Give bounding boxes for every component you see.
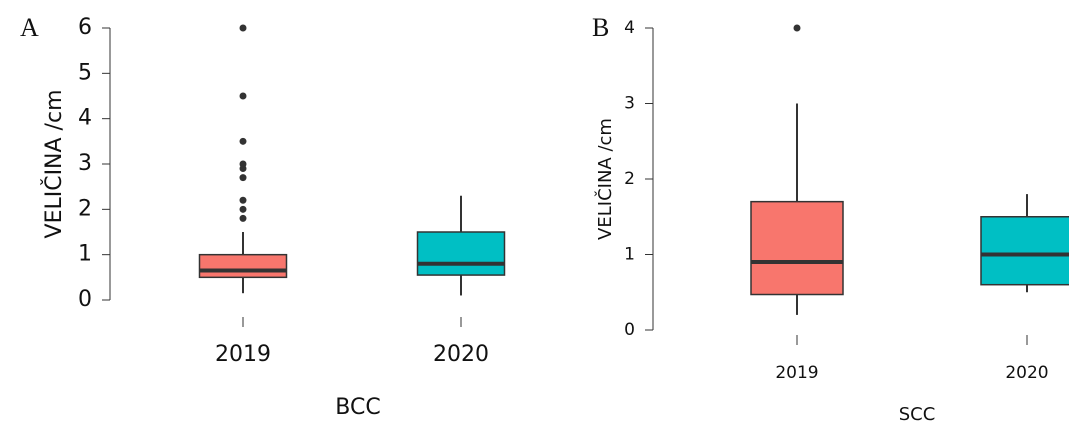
outlier (793, 24, 801, 32)
y-tick-label: 3 (624, 94, 635, 114)
x-tick-label: 2020 (1005, 363, 1048, 383)
y-tick-label: 6 (78, 15, 92, 40)
y-tick-label: 2 (624, 169, 635, 189)
outlier (239, 92, 247, 100)
y-tick-label: 5 (78, 60, 92, 85)
box (198, 253, 288, 279)
box (980, 216, 1069, 286)
panel-label: B (592, 13, 609, 42)
y-tick-label: 4 (78, 106, 92, 131)
panel-label: A (20, 13, 39, 42)
box (750, 200, 844, 296)
y-tick-label: 2 (78, 196, 92, 221)
y-tick-label: 1 (78, 242, 92, 267)
x-tick-label: 2020 (433, 342, 489, 367)
outlier (239, 174, 247, 182)
y-axis-label: VELIČINA /cm (594, 118, 616, 240)
x-axis-label: SCC (899, 404, 936, 425)
y-tick-label: 0 (78, 287, 92, 312)
y-tick-label: 1 (624, 245, 635, 265)
y-tick-label: 0 (624, 320, 635, 340)
outlier (239, 137, 247, 145)
x-tick-label: 2019 (775, 363, 818, 383)
outlier (239, 196, 247, 204)
outlier (239, 214, 247, 222)
y-axis-label: VELIČINA /cm (41, 90, 67, 239)
outlier (239, 165, 247, 173)
y-tick-label: 4 (624, 18, 635, 38)
y-tick-label: 3 (78, 151, 92, 176)
x-tick-label: 2019 (215, 342, 271, 367)
outlier (239, 205, 247, 213)
box (416, 231, 506, 276)
x-axis-label: BCC (335, 395, 380, 420)
outlier (239, 24, 247, 32)
